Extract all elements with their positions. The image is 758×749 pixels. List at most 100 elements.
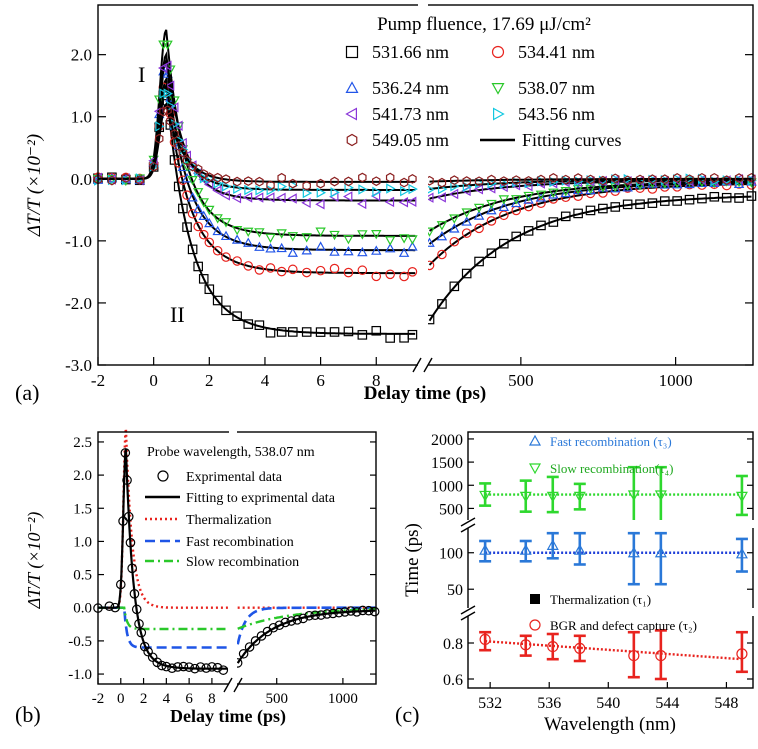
panel-b-data-point-9 bbox=[127, 563, 137, 574]
panel-a-point-0-31 bbox=[385, 333, 395, 343]
panel-a-point-2-26 bbox=[315, 241, 326, 251]
panel-c-fast-point-2 bbox=[546, 539, 559, 550]
panel-a-point-r-4-0 bbox=[424, 192, 434, 203]
panel-a-point-4-18 bbox=[220, 190, 230, 201]
panel-a-point-0-27 bbox=[329, 327, 340, 337]
panel-a-point-r-0-3 bbox=[461, 268, 472, 279]
panel-a-point-4-28 bbox=[342, 191, 353, 202]
panel-b-data-point-r-1 bbox=[238, 648, 249, 659]
panel-a-legend-marker-0 bbox=[345, 45, 359, 59]
panel-a-point-0-33 bbox=[407, 329, 418, 340]
panel-a-point-1-31 bbox=[385, 269, 395, 280]
panel-a-point-r-6-5 bbox=[487, 174, 496, 185]
panel-b-label: (b) bbox=[15, 702, 41, 727]
panel-a-annotation-I: I bbox=[138, 62, 145, 87]
panel-a-point-5-19 bbox=[233, 183, 243, 195]
panel-a-point-r-0-2 bbox=[449, 281, 460, 292]
panel-c-bgr-fit-line bbox=[485, 640, 743, 661]
panel-c-bgr-point-3 bbox=[574, 642, 586, 655]
panel-a-legend-marker-4 bbox=[345, 107, 357, 121]
panel-a-xtick-label-1: 0 bbox=[149, 371, 158, 390]
panel-a-point-3-23 bbox=[276, 229, 287, 239]
panel-a-point-4-33 bbox=[406, 196, 417, 207]
panel-a-point-r-2-1 bbox=[436, 230, 448, 241]
panel-a-point-r-1-5 bbox=[486, 216, 497, 226]
panel-a-point-4-19 bbox=[231, 192, 242, 204]
panel-a-point-0-23 bbox=[276, 327, 287, 337]
panel-a-point-2-28 bbox=[343, 245, 354, 256]
panel-a-point-r-6-2 bbox=[450, 175, 459, 186]
panel-b-xtick-r-label-0: 500 bbox=[265, 691, 288, 707]
panel-b-data-point-r-9 bbox=[286, 616, 297, 626]
panel-a-point-0-20 bbox=[243, 319, 254, 329]
panel-a-point-r-3-8 bbox=[523, 191, 534, 202]
panel-a-point-6-30 bbox=[372, 176, 381, 187]
panel-b-data-point-24 bbox=[190, 663, 200, 674]
panel-a-point-1-15 bbox=[198, 229, 209, 240]
panel-a-point-r-1-4 bbox=[474, 223, 484, 234]
panel-b-ytick-label-0: 2.5 bbox=[73, 435, 92, 451]
panel-a-point-3-19 bbox=[231, 225, 243, 236]
panel-b-data-point-13 bbox=[136, 627, 147, 638]
panel-a-point-2-19 bbox=[231, 234, 243, 244]
panel-a-point-0-11 bbox=[178, 203, 188, 214]
panel-a-point-0-29 bbox=[357, 330, 368, 340]
panel-a-point-6-8 bbox=[166, 116, 175, 126]
panel-a-xtick-r-label-0: 500 bbox=[508, 371, 534, 390]
panel-a-point-1-16 bbox=[204, 237, 215, 248]
panel-a-point-2-22 bbox=[265, 243, 276, 253]
panel-a-legend-marker-5 bbox=[493, 107, 505, 121]
panel-b-xtick-label-3: 4 bbox=[163, 691, 171, 707]
panel-b-data-point-29 bbox=[218, 665, 229, 675]
panel-b-break-mark-left bbox=[223, 677, 233, 693]
panel-a-point-0-16 bbox=[204, 284, 215, 295]
panel-a-point-6-25 bbox=[302, 180, 311, 191]
panel-a-point-6-31 bbox=[385, 172, 395, 183]
panel-a-legend-marker-2 bbox=[345, 81, 359, 94]
panel-a-point-4-29 bbox=[356, 198, 367, 210]
panel-b-ytick-label-7: -1.0 bbox=[68, 667, 92, 683]
panel-a-point-6-20 bbox=[244, 176, 253, 187]
panel-a-point-5-26 bbox=[316, 187, 327, 198]
panel-c-legend-label-1: Slow recombination(τ₄) bbox=[550, 461, 673, 476]
panel-b-data-point-3 bbox=[115, 579, 126, 590]
panel-c-fast-point-6 bbox=[735, 547, 748, 559]
panel-a-point-r-3-6 bbox=[498, 195, 510, 205]
panel-a-point-5-31 bbox=[386, 183, 396, 194]
panel-a-point-0-30 bbox=[371, 325, 382, 336]
panel-a-xtick-label-0: -2 bbox=[91, 371, 105, 390]
panel-a-point-r-3-12 bbox=[572, 185, 584, 195]
panel-a-point-6-9 bbox=[170, 129, 179, 139]
panel-a-point-r-2-2 bbox=[449, 223, 460, 233]
panel-b-data-point-r-18 bbox=[340, 607, 350, 617]
panel-c-fast-point-5 bbox=[654, 546, 667, 558]
panel-a-point-6-19 bbox=[232, 176, 242, 187]
panel-a-axis-break-gap bbox=[418, 0, 428, 375]
panel-b-legend-label-0: Exprimental data bbox=[186, 470, 283, 485]
panel-a-point-r-0-13 bbox=[585, 205, 596, 216]
panel-a-point-6-28 bbox=[344, 176, 353, 187]
panel-b-data-point-r-12 bbox=[304, 610, 314, 621]
panel-a-point-r-1-2 bbox=[449, 236, 460, 247]
panel-a-point-r-6-19 bbox=[660, 174, 670, 185]
panel-a-point-0-19 bbox=[232, 311, 242, 321]
panel-a-point-0-14 bbox=[193, 261, 203, 272]
panel-b-data-point-r-10 bbox=[292, 615, 303, 625]
panel-a-point-6-16 bbox=[205, 172, 214, 183]
panel-a-point-4-22 bbox=[265, 192, 275, 203]
panel-c-bgr-point-2 bbox=[547, 640, 559, 653]
panel-a-point-r-0-21 bbox=[684, 194, 695, 205]
panel-a-fit-left-5 bbox=[98, 82, 416, 191]
panel-a-point-3-25 bbox=[301, 233, 312, 243]
panel-a-point-r-2-11 bbox=[560, 187, 571, 198]
panel-a-point-3-18 bbox=[220, 218, 232, 228]
panel-a-point-6-3 bbox=[135, 175, 144, 186]
panel-a-point-4-25 bbox=[301, 197, 311, 209]
panel-a-point-5-22 bbox=[266, 184, 276, 196]
panel-b-data-point-28 bbox=[212, 662, 223, 673]
panel-a-point-1-17 bbox=[212, 245, 223, 256]
panel-b-data-point-7 bbox=[123, 511, 134, 522]
panel-a-point-6-29 bbox=[358, 172, 367, 183]
panel-a-point-r-4-1 bbox=[436, 192, 446, 203]
panel-b-ytick-label-6: -0.5 bbox=[68, 634, 92, 650]
